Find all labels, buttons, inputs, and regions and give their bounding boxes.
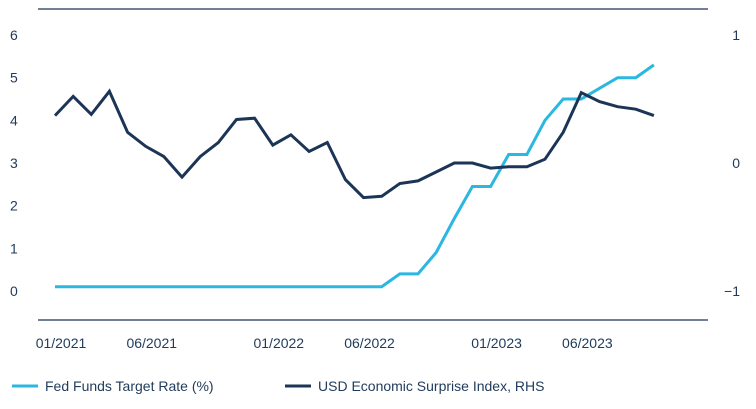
series-points-1 [54, 91, 654, 198]
x-axis-tick-label: 01/2021 [36, 335, 87, 351]
legend-label: Fed Funds Target Rate (%) [45, 378, 214, 394]
right-axis-tick-label: 1 [732, 27, 740, 43]
left-axis-tick-label: 5 [10, 70, 18, 86]
x-axis-tick-label: 06/2022 [344, 335, 395, 351]
x-axis-tick-label: 06/2021 [126, 335, 177, 351]
left-axis-tick-label: 2 [10, 198, 18, 214]
legend-label: USD Economic Surprise Index, RHS [318, 378, 544, 394]
series-line-surprise-index [53, 88, 655, 200]
x-axis-tick-label: 01/2022 [253, 335, 304, 351]
left-axis-tick-label: 6 [10, 27, 18, 43]
left-axis-tick-label: 0 [10, 283, 18, 299]
x-axis-tick-label: 06/2023 [562, 335, 613, 351]
series-line-fed-funds-rate [55, 63, 655, 289]
left-axis-tick-label: 4 [10, 112, 18, 128]
left-axis-tick-label: 1 [10, 240, 18, 256]
right-axis-tick-label: 0 [732, 155, 740, 171]
series-points-0 [54, 64, 654, 287]
left-axis-tick-label: 3 [10, 155, 18, 171]
x-axis-tick-label: 01/2023 [471, 335, 522, 351]
right-axis-tick-label: −1 [724, 283, 740, 299]
